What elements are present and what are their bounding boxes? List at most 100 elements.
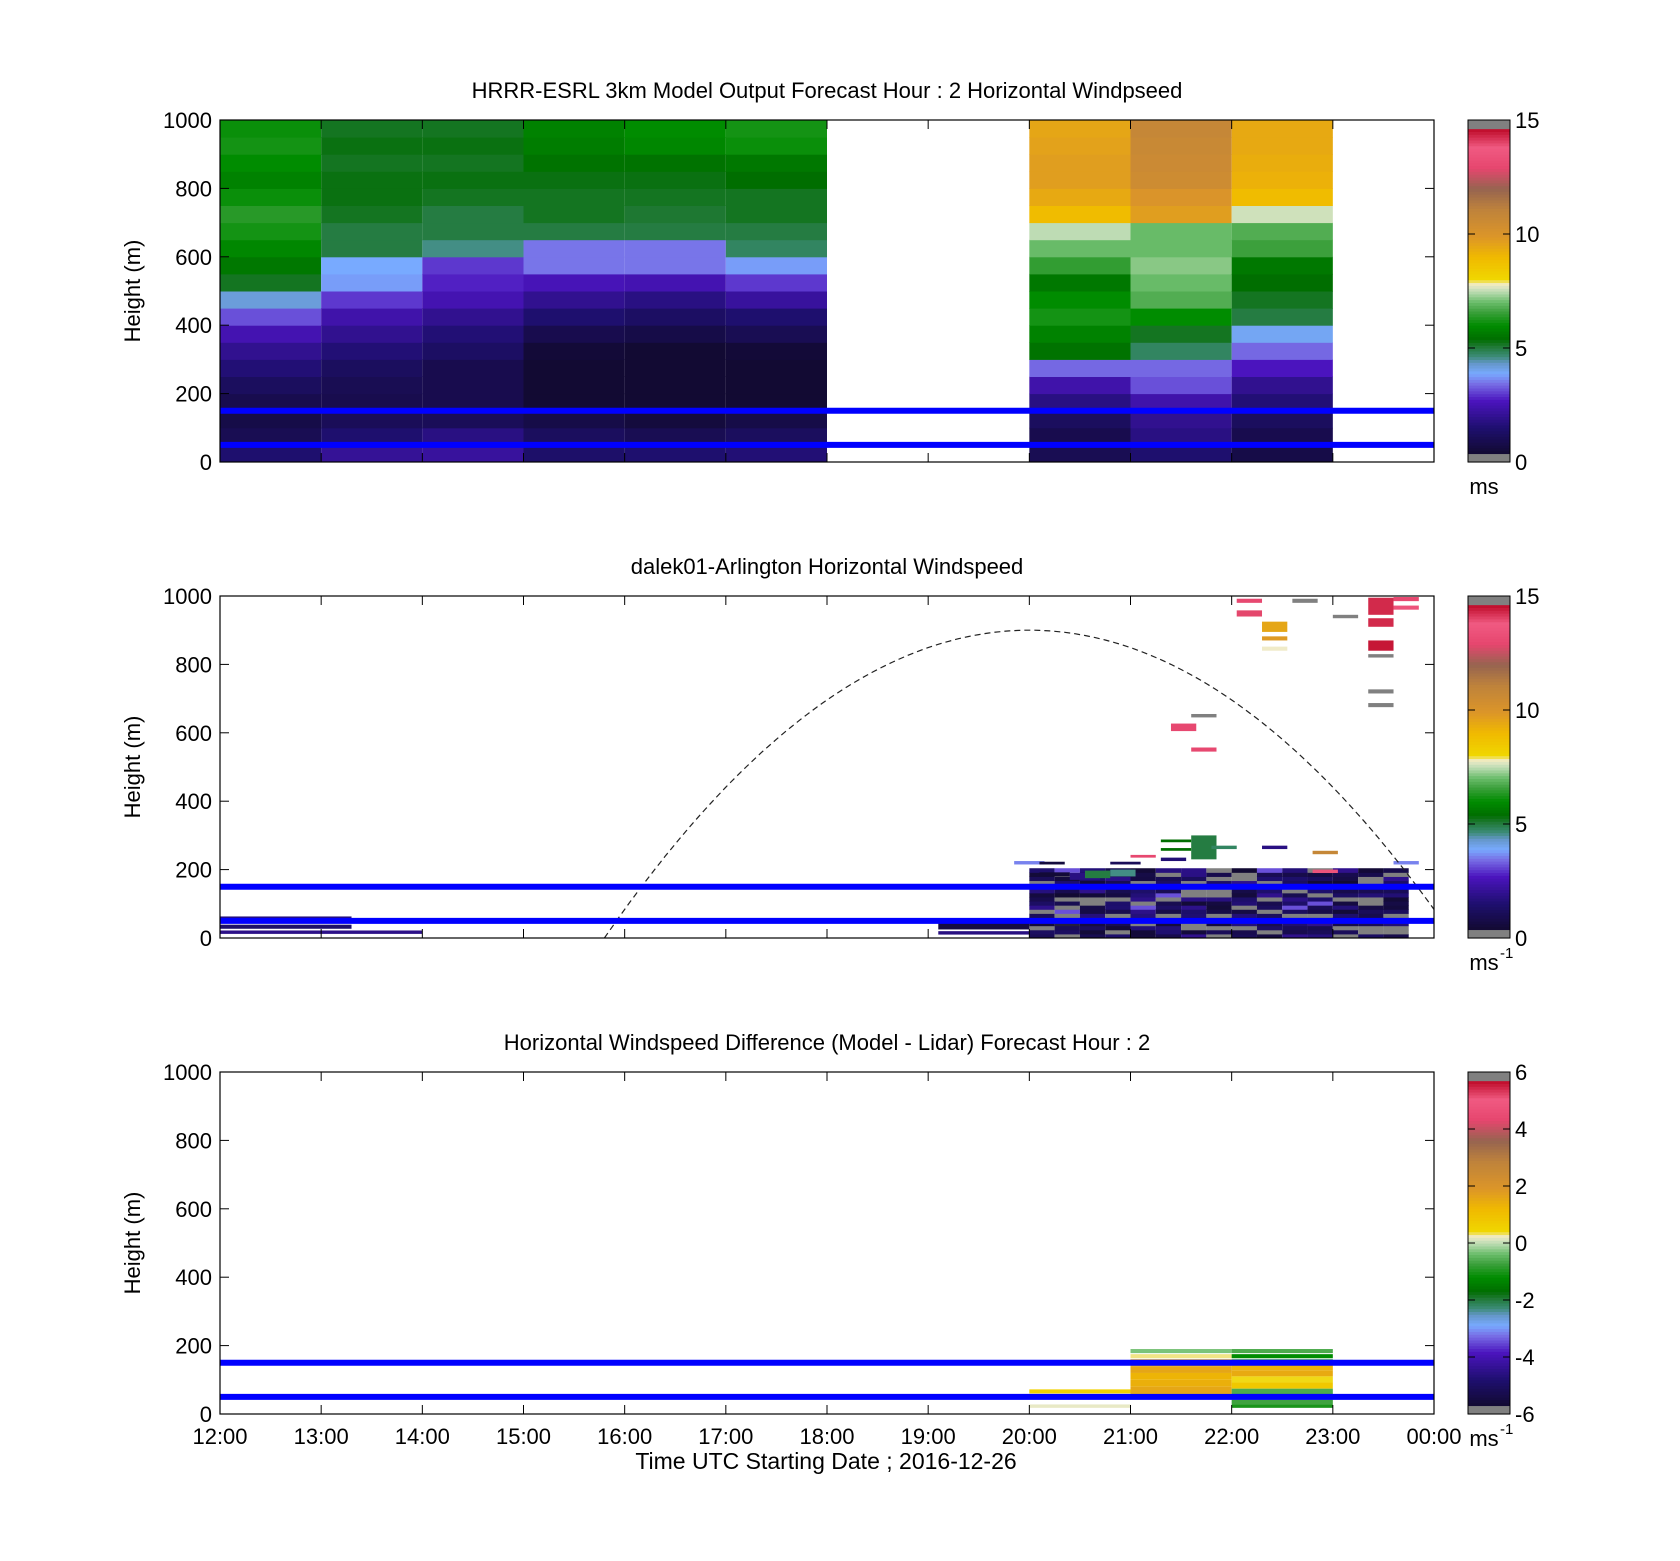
heatmap-cell	[1282, 913, 1308, 918]
heatmap-cell	[220, 256, 322, 275]
heatmap-cell	[422, 342, 524, 360]
colorbar-segment	[1468, 231, 1510, 235]
panel-title: Horizontal Windspeed Difference (Model -…	[504, 1030, 1150, 1055]
colorbar-label: ms	[1469, 950, 1498, 975]
heatmap-cell	[1130, 1379, 1232, 1387]
heatmap-cell	[1307, 901, 1333, 906]
colorbar-segment	[1468, 1371, 1510, 1375]
colorbar-segment	[1468, 878, 1510, 882]
heatmap-cell	[1383, 901, 1409, 906]
colorbar-segment	[1468, 1379, 1510, 1384]
colorbar-segment	[1468, 647, 1510, 651]
heatmap-cell	[1332, 888, 1359, 894]
colorbar-frame	[1467, 119, 1511, 463]
colorbar-segment	[1468, 168, 1510, 172]
heatmap-cell	[422, 188, 524, 206]
colorbar-segment	[1468, 1180, 1510, 1184]
colorbar-segment	[1468, 154, 1510, 158]
heatmap-cell	[321, 273, 423, 292]
colorbar-segment	[1468, 1294, 1510, 1298]
heatmap-cell	[725, 291, 827, 309]
colorbar-segment	[1468, 729, 1510, 734]
colorbar-segment	[1468, 348, 1510, 352]
heatmap-cell	[1029, 273, 1131, 292]
colorbar-segment	[1468, 1091, 1510, 1096]
colorbar-segment	[1468, 866, 1510, 871]
colorbar-segment	[1468, 1126, 1510, 1130]
heatmap-cell	[1155, 909, 1182, 914]
colorbar-segment	[1468, 219, 1510, 224]
heatmap-cell	[1231, 872, 1257, 877]
colorbar-segment	[1468, 889, 1510, 893]
colorbar-segment	[1468, 1277, 1510, 1281]
heatmap-cell	[1130, 120, 1232, 138]
heatmap-cell	[1029, 901, 1055, 906]
heatmap-cell	[1130, 444, 1232, 463]
colorbar-tick-label: 0	[1515, 1231, 1527, 1256]
colorbar-segment	[1468, 926, 1510, 931]
heatmap-cell	[1231, 880, 1257, 886]
colorbar-segment	[1468, 918, 1510, 922]
heatmap-cell	[523, 342, 625, 360]
heatmap-cell	[725, 137, 827, 155]
colorbar-tick-label: -6	[1515, 1402, 1535, 1427]
colorbar-segment	[1468, 165, 1510, 170]
colorbar-tick-label: 10	[1515, 222, 1539, 247]
x-tick-label: 12:00	[192, 1424, 247, 1449]
heatmap-cell	[422, 239, 524, 258]
colorbar-segment	[1468, 806, 1510, 811]
heatmap-cell	[1383, 876, 1409, 882]
heatmap-cell	[321, 120, 423, 138]
heatmap-cell	[1160, 857, 1187, 862]
heatmap-cell	[1256, 925, 1283, 931]
heatmap-cell	[1231, 273, 1333, 292]
heatmap-cell	[725, 239, 827, 258]
colorbar-tick-label: 15	[1515, 108, 1539, 133]
colorbar-segment	[1468, 869, 1510, 874]
colorbar-segment	[1468, 658, 1510, 663]
heatmap-cell	[1029, 171, 1131, 189]
heatmap-cell	[1332, 929, 1359, 935]
heatmap-cell	[1256, 892, 1283, 898]
heatmap-cell	[321, 427, 423, 446]
heatmap-cell	[725, 427, 827, 446]
heatmap-cell	[1307, 913, 1333, 918]
heatmap-cell	[1256, 880, 1283, 886]
colorbar-segment	[1468, 1348, 1510, 1352]
heatmap-cell	[1029, 905, 1055, 910]
colorbar-segment	[1468, 769, 1510, 774]
heatmap-cell	[1029, 325, 1131, 343]
heatmap-cell	[1307, 888, 1333, 894]
colorbar-segment	[1468, 912, 1510, 916]
heatmap-cell	[1130, 909, 1156, 914]
heatmap-cell	[1307, 925, 1333, 931]
colorbar-segment	[1468, 732, 1510, 737]
colorbar-segment	[1468, 607, 1510, 611]
heatmap-cell	[1206, 905, 1232, 910]
colorbar-segment	[1468, 738, 1510, 742]
colorbar-segment	[1468, 1399, 1510, 1404]
colorbar-segment	[1468, 624, 1510, 628]
colorbar-segment	[1468, 171, 1510, 175]
heatmap-cell	[220, 359, 322, 377]
colorbar-tick-label: 0	[1515, 450, 1527, 475]
heatmap-cell	[1130, 854, 1156, 858]
colorbar-segment	[1468, 1405, 1510, 1409]
heatmap-cell	[1393, 861, 1419, 865]
heatmap-cell	[624, 188, 726, 206]
heatmap-cell	[1079, 905, 1106, 910]
heatmap-cell	[1029, 925, 1055, 931]
y-tick-label: 600	[175, 245, 212, 270]
colorbar-segment	[1468, 1080, 1510, 1084]
heatmap-cell	[220, 239, 322, 258]
heatmap-cell	[1358, 925, 1384, 931]
heatmap-cell	[220, 188, 322, 206]
colorbar-segment	[1468, 1146, 1510, 1150]
colorbar-segment	[1468, 627, 1510, 631]
heatmap-cell	[624, 342, 726, 360]
heatmap-cell	[422, 410, 524, 429]
heatmap-cell	[321, 291, 423, 309]
colorbar-segment	[1468, 447, 1510, 452]
heatmap-cell	[1029, 933, 1055, 939]
colorbar-segment	[1468, 1194, 1510, 1198]
